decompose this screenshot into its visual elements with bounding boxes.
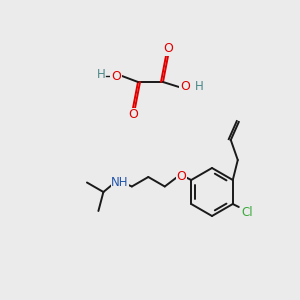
Text: NH: NH bbox=[111, 176, 129, 189]
Text: Cl: Cl bbox=[241, 206, 253, 220]
Text: H: H bbox=[97, 68, 105, 82]
Text: H: H bbox=[195, 80, 203, 92]
Text: O: O bbox=[163, 43, 173, 56]
Text: O: O bbox=[180, 80, 190, 94]
Text: O: O bbox=[176, 170, 186, 184]
Text: O: O bbox=[128, 109, 138, 122]
Text: O: O bbox=[111, 70, 121, 83]
